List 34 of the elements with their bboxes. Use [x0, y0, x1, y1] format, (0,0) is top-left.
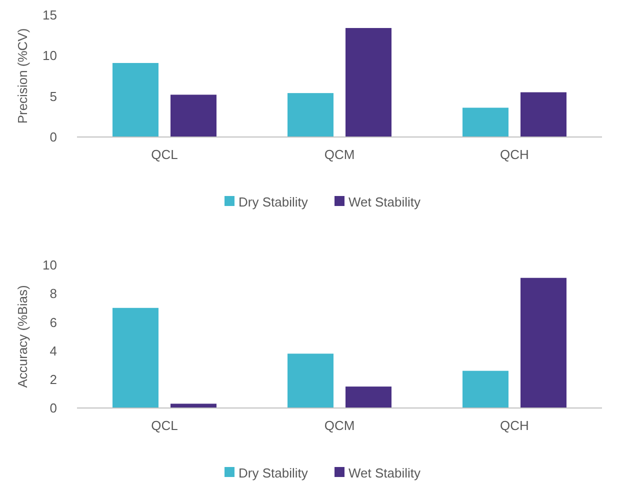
bar — [170, 404, 216, 408]
legend-label: Dry Stability — [238, 194, 308, 210]
bar — [462, 108, 508, 137]
y-axis-title: Precision (%CV) — [15, 28, 30, 124]
y-tick-label: 15 — [42, 8, 57, 23]
bar — [288, 354, 334, 408]
x-tick-label: QCH — [500, 147, 529, 162]
bar — [462, 370, 508, 408]
y-tick-label: 10 — [42, 258, 57, 273]
y-tick-label: 0 — [50, 130, 57, 145]
legend-label: Dry Stability — [238, 466, 308, 481]
x-tick-label: QCM — [324, 147, 355, 162]
bar — [520, 278, 566, 408]
x-tick-label: QCH — [500, 418, 529, 433]
bar — [170, 94, 216, 137]
y-tick-label: 10 — [42, 48, 57, 64]
x-tick-label: QCL — [151, 147, 178, 162]
bar — [288, 93, 334, 137]
bar — [520, 92, 566, 137]
legend-label: Wet Stability — [348, 466, 422, 481]
bar — [112, 308, 158, 408]
bar — [346, 386, 392, 408]
y-tick-label: 4 — [50, 343, 57, 358]
y-axis-title: Accuracy (%Bias) — [15, 285, 30, 388]
y-tick-label: 8 — [50, 286, 57, 302]
y-tick-label: 2 — [50, 372, 57, 387]
legend-label: Wet Stability — [348, 194, 422, 210]
x-tick-label: QCL — [151, 418, 178, 433]
bar — [346, 28, 392, 137]
y-tick-label: 6 — [50, 314, 57, 330]
x-tick-label: QCM — [324, 418, 355, 433]
y-tick-label: 5 — [50, 88, 57, 104]
bar — [112, 62, 158, 137]
y-tick-label: 0 — [50, 400, 57, 416]
